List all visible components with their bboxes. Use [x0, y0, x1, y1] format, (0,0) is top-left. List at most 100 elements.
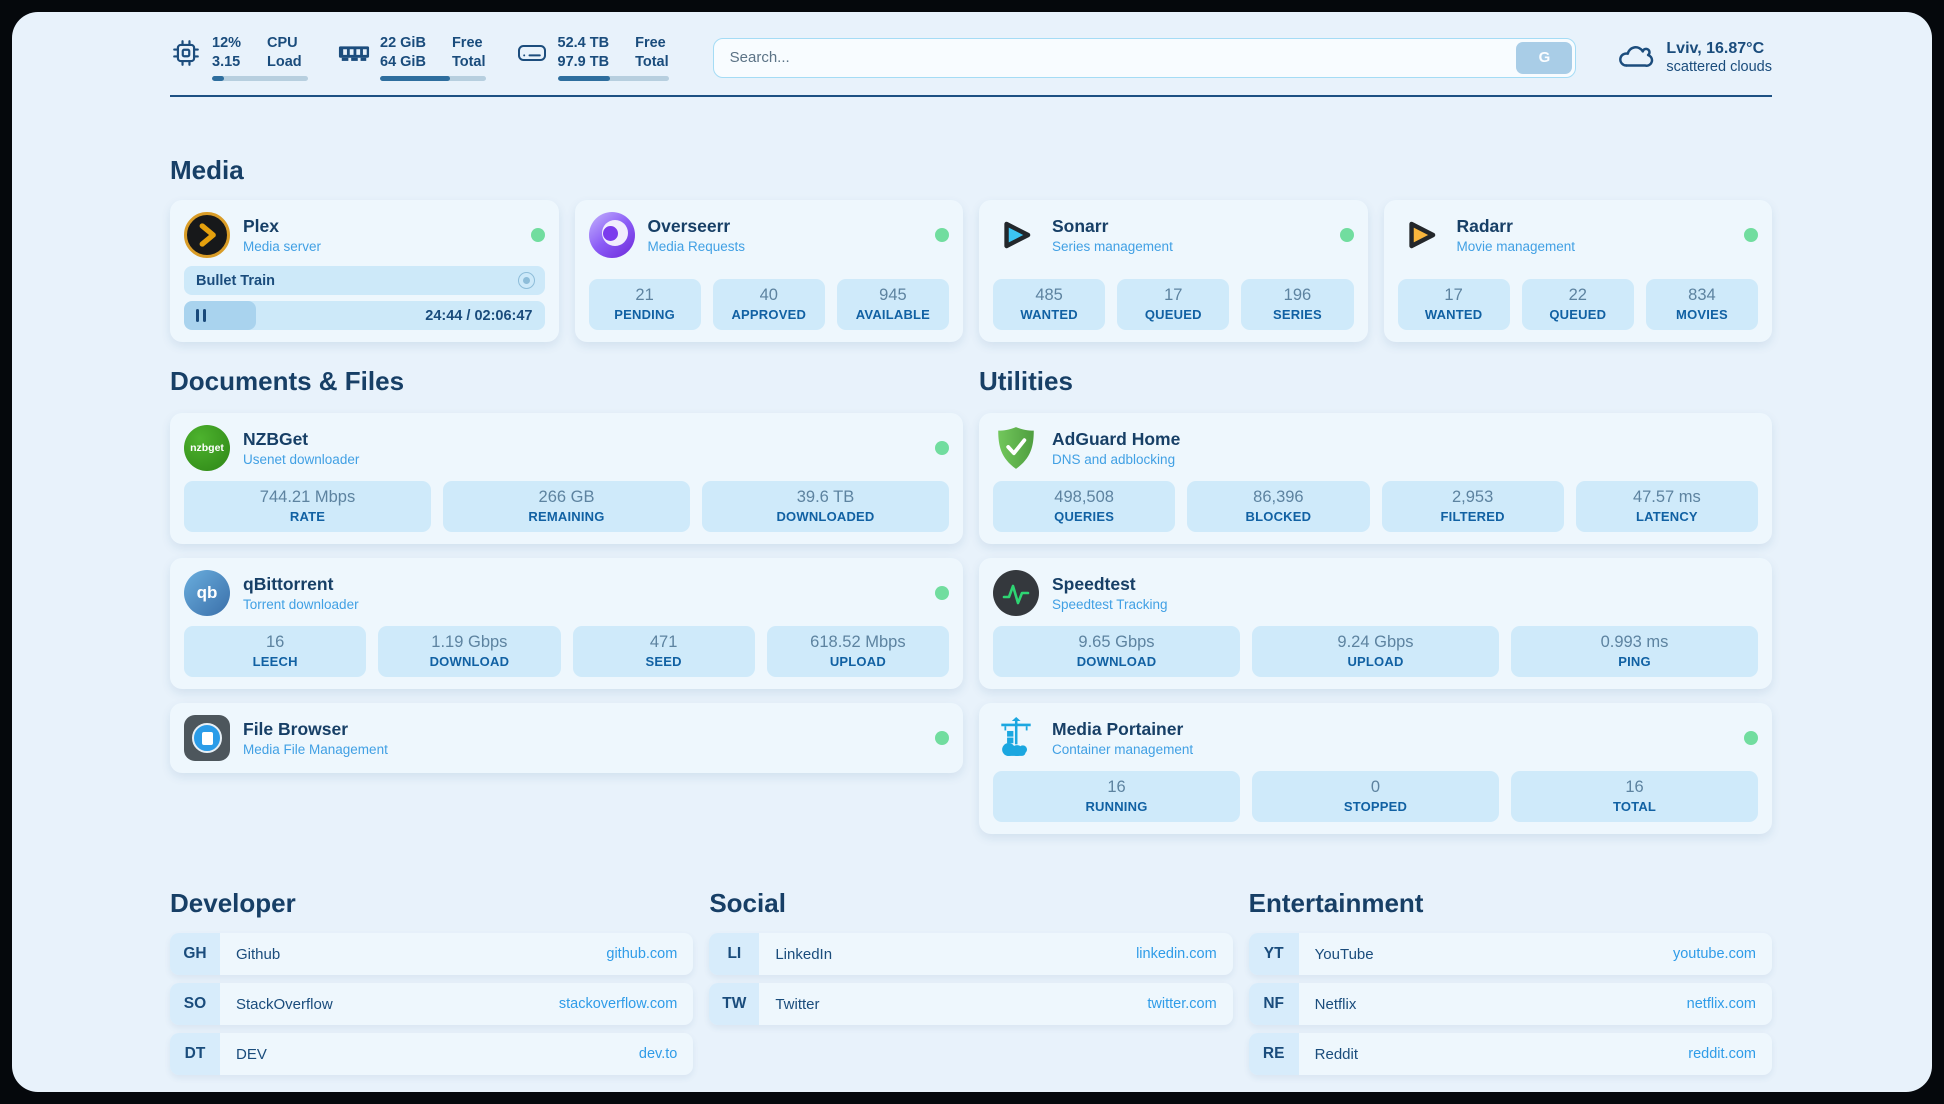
overseerr-logo-icon: [588, 212, 635, 259]
app-card-nzbget[interactable]: nzbget NZBGet Usenet downloader 744.21 M…: [170, 413, 963, 545]
app-title: Sonarr: [1052, 216, 1109, 237]
disk-total-label: Total: [635, 54, 669, 71]
link-dev[interactable]: DT DEV dev.to: [170, 1033, 694, 1076]
app-card-radarr[interactable]: Radarr Movie management 17 WANTED 22 QUEUE…: [1383, 200, 1772, 343]
plex-logo-icon: [184, 212, 230, 259]
media-card-grid: Plex Media server Bullet Train 24:44: [170, 200, 1772, 343]
pause-icon[interactable]: [196, 309, 206, 323]
app-subtitle: Container management: [1052, 742, 1194, 758]
app-title: Plex: [243, 216, 279, 237]
app-card-plex[interactable]: Plex Media server Bullet Train 24:44: [170, 200, 559, 343]
app-title: Speedtest: [1052, 574, 1136, 595]
plex-now-playing: Bullet Train 24:44 / 02:06:47: [184, 258, 545, 331]
ram-free-value: 22 GiB: [380, 35, 426, 51]
status-online-dot: [935, 731, 949, 746]
stat-tile: 618.52 Mbps UPLOAD: [766, 626, 949, 678]
link-badge: GH: [170, 933, 220, 976]
stat-tile: 40 APPROVED: [712, 279, 825, 331]
app-card-filebrowser[interactable]: File Browser Media File Management: [170, 703, 963, 774]
link-github[interactable]: GH Github github.com: [170, 933, 694, 976]
cloud-icon: [1616, 41, 1654, 75]
stat-tile: 498,508 QUERIES: [993, 481, 1176, 533]
playback-progress-bar[interactable]: 24:44 / 02:06:47: [184, 301, 545, 331]
link-badge: NF: [1248, 983, 1299, 1026]
link-twitter[interactable]: TW Twitter twitter.com: [709, 983, 1233, 1026]
stat-tile: 86,396 BLOCKED: [1187, 481, 1370, 533]
ram-total-value: 64 GiB: [380, 54, 426, 71]
app-subtitle: Torrent downloader: [243, 597, 359, 613]
disk-total-value: 97.9 TB: [557, 54, 610, 71]
portainer-logo-icon: [993, 715, 1039, 761]
stat-tile: 9.24 Gbps UPLOAD: [1252, 626, 1499, 678]
app-subtitle: Media File Management: [243, 742, 388, 758]
utilities-column: Utilities AdGuard Home DNS and adblockin…: [979, 366, 1772, 848]
weather-widget: Lviv, 16.87°C scattered clouds: [1616, 40, 1772, 75]
app-card-qbittorrent[interactable]: qb qBittorrent Torrent downloader 16 LEEC…: [170, 558, 963, 690]
disk-progress-bar: [557, 76, 669, 82]
app-subtitle: Media Requests: [647, 239, 746, 255]
section-heading-entertainment: Entertainment: [1248, 888, 1424, 919]
status-online-dot: [935, 228, 949, 243]
cpu-widget: 12% 3.15 CPU Load: [170, 34, 308, 82]
weather-condition: scattered clouds: [1666, 59, 1772, 76]
app-card-speedtest[interactable]: Speedtest Speedtest Tracking 9.65 Gbps DO…: [979, 558, 1772, 690]
link-netflix[interactable]: NF Netflix netflix.com: [1248, 983, 1772, 1026]
app-subtitle: Speedtest Tracking: [1052, 597, 1168, 613]
cast-icon[interactable]: [517, 272, 535, 290]
stat-tile: 47.57 ms LATENCY: [1575, 481, 1758, 533]
qbittorrent-logo-icon: qb: [184, 570, 230, 617]
app-title: Radarr: [1456, 216, 1513, 237]
link-badge: YT: [1248, 933, 1299, 976]
app-card-sonarr[interactable]: Sonarr Series management 485 WANTED 17 QUE…: [979, 200, 1368, 343]
link-badge: TW: [709, 983, 760, 1026]
status-online-dot: [1339, 228, 1354, 243]
app-card-overseerr[interactable]: Overseerr Media Requests 21 PENDING 40 APP…: [574, 200, 963, 343]
search-input[interactable]: [712, 37, 1577, 78]
link-badge: SO: [170, 983, 220, 1026]
app-title: Overseerr: [647, 216, 731, 237]
app-card-portainer[interactable]: Media Portainer Container management 16 R…: [979, 703, 1772, 835]
ram-widget: 22 GiB 64 GiB Free Total: [338, 34, 486, 82]
app-card-adguard[interactable]: AdGuard Home DNS and adblocking 498,508 Q…: [979, 413, 1772, 545]
cpu-progress-bar: [212, 76, 308, 82]
stat-tile: 266 GB REMAINING: [443, 481, 690, 533]
section-heading-utilities: Utilities: [979, 366, 1073, 397]
social-column: Social LI LinkedIn linkedin.com TW Twitt…: [709, 888, 1233, 1083]
link-stackoverflow[interactable]: SO StackOverflow stackoverflow.com: [170, 983, 694, 1026]
stat-tile: 471 SEED: [572, 626, 755, 678]
section-heading-documents: Documents & Files: [170, 366, 405, 397]
cpu-load-value: 3.15: [212, 54, 241, 71]
header-divider: [170, 95, 1772, 98]
app-subtitle: Usenet downloader: [243, 452, 360, 468]
link-reddit[interactable]: RE Reddit reddit.com: [1248, 1033, 1772, 1076]
stat-tile: 17 QUEUED: [1117, 279, 1230, 331]
link-linkedin[interactable]: LI LinkedIn linkedin.com: [709, 933, 1233, 976]
stat-tile: 16 LEECH: [184, 626, 367, 678]
link-youtube[interactable]: YT YouTube youtube.com: [1248, 933, 1772, 976]
ram-icon: [338, 37, 370, 69]
app-subtitle: Series management: [1052, 239, 1173, 255]
dashboard-page: 12% 3.15 CPU Load: [12, 12, 1932, 1092]
section-heading-developer: Developer: [170, 888, 296, 919]
ram-progress-bar: [380, 76, 486, 82]
search-bar: G: [712, 37, 1577, 78]
stat-tile: 196 SERIES: [1241, 279, 1354, 331]
nzbget-logo-icon: nzbget: [184, 425, 230, 472]
app-title: File Browser: [243, 719, 349, 740]
search-engine-button[interactable]: G: [1516, 41, 1573, 74]
stat-tile: 16 TOTAL: [1511, 771, 1758, 823]
entertainment-column: Entertainment YT YouTube youtube.com NF …: [1248, 888, 1772, 1083]
ram-free-label: Free: [451, 35, 483, 51]
section-heading-social: Social: [709, 888, 786, 919]
radarr-logo-icon: [1398, 212, 1444, 258]
stat-tile: 0 STOPPED: [1252, 771, 1499, 823]
app-subtitle: Media server: [243, 239, 322, 255]
stat-tile: 2,953 FILTERED: [1381, 481, 1564, 533]
disk-free-value: 52.4 TB: [557, 35, 610, 51]
disk-icon: [516, 37, 548, 69]
sonarr-logo-icon: [993, 212, 1039, 258]
link-badge: RE: [1248, 1033, 1299, 1076]
link-badge: LI: [709, 933, 760, 976]
playback-time: 24:44 / 02:06:47: [425, 307, 533, 324]
disk-free-label: Free: [635, 35, 666, 51]
